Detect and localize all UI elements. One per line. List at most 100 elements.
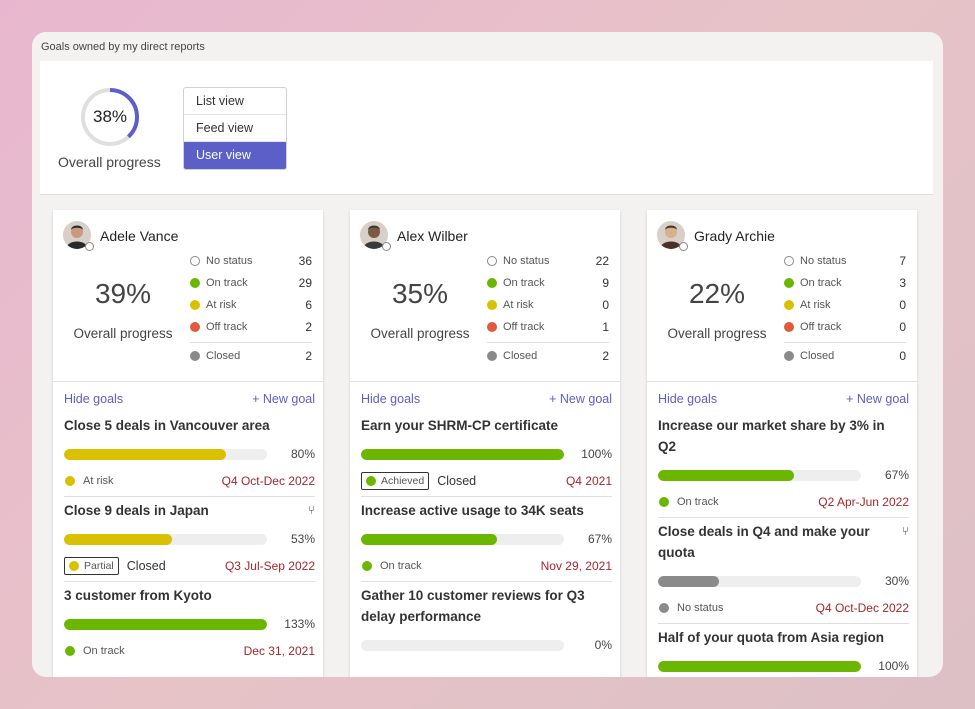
stat-count: 6 <box>305 298 312 312</box>
presence-icon <box>85 242 94 251</box>
on-track-dot-icon <box>487 278 497 288</box>
progress-percent: 100% <box>878 659 909 673</box>
goal-title[interactable]: Close deals in Q4 and make your quota <box>658 524 870 560</box>
person-name[interactable]: Alex Wilber <box>397 228 468 244</box>
stat-label: Closed <box>800 350 835 362</box>
on-track-dot-icon <box>190 278 200 288</box>
goal-title[interactable]: Increase active usage to 34K seats <box>361 503 584 518</box>
status-breakdown: No status 36 On track 29 At risk 6 Off t… <box>190 250 312 367</box>
goal-date: Dec 31, 2021 <box>243 644 315 658</box>
progress-percent: 80% <box>290 447 315 461</box>
goal-title[interactable]: Increase our market share by 3% in Q2 <box>658 418 885 454</box>
goal-list: Increase our market share by 3% in Q2 67… <box>647 412 917 674</box>
goal-item[interactable]: Half of your quota from Asia region 100% <box>658 624 909 674</box>
goal-title[interactable]: Close 9 deals in Japan <box>64 503 209 518</box>
goal-result-badge: Partial <box>64 557 119 575</box>
goal-title[interactable]: Close 5 deals in Vancouver area <box>64 418 270 433</box>
subgoal-icon[interactable]: ⑂ <box>901 524 909 538</box>
stat-label: At risk <box>503 299 534 311</box>
stat-count: 2 <box>305 349 312 363</box>
subgoal-icon[interactable]: ⑂ <box>307 503 315 517</box>
goal-status: On track <box>677 496 719 508</box>
goal-title[interactable]: Half of your quota from Asia region <box>658 630 885 645</box>
person-name[interactable]: Adele Vance <box>100 228 179 244</box>
overall-progress-value: 38% <box>92 107 128 126</box>
badge-label: Partial <box>84 560 114 572</box>
person-progress-value: 39% <box>94 278 152 309</box>
progress-track <box>658 575 861 587</box>
status-dot-icon <box>659 497 669 507</box>
goal-item[interactable]: Gather 10 customer reviews for Q3 delay … <box>361 582 612 653</box>
progress-track <box>64 618 267 630</box>
badge-label: Achieved <box>381 475 425 487</box>
hide-goals-link[interactable]: Hide goals <box>64 392 124 406</box>
progress-track <box>64 533 267 545</box>
new-goal-button[interactable]: + New goal <box>846 392 909 406</box>
stat-no-status: No status 7 <box>784 250 906 272</box>
at-risk-dot-icon <box>784 300 794 310</box>
no-status-dot-icon <box>487 256 497 266</box>
stat-off-track: Off track 0 <box>784 316 906 338</box>
progress-fill <box>64 618 267 630</box>
person-name[interactable]: Grady Archie <box>694 228 775 244</box>
goal-meta: No status Q4 Oct-Dec 2022 <box>658 593 909 623</box>
stat-count: 0 <box>899 298 906 312</box>
user-card: Alex Wilber 35% Overall progress No stat… <box>350 210 620 677</box>
hide-goals-link[interactable]: Hide goals <box>658 392 718 406</box>
stat-on-track: On track 29 <box>190 272 312 294</box>
on-track-dot-icon <box>784 278 794 288</box>
goal-date: Q3 Jul-Sep 2022 <box>224 559 315 573</box>
stat-on-track: On track 9 <box>487 272 609 294</box>
window-title: Goals owned by my direct reports <box>41 41 205 53</box>
stat-count: 2 <box>305 320 312 334</box>
goal-item[interactable]: Close 5 deals in Vancouver area 80% At r… <box>64 412 315 497</box>
progress-track <box>658 660 861 672</box>
goal-item[interactable]: Increase active usage to 34K seats 67% O… <box>361 497 612 582</box>
divider <box>784 342 906 343</box>
goal-title[interactable]: Gather 10 customer reviews for Q3 delay … <box>361 588 585 624</box>
progress-percent: 67% <box>884 468 909 482</box>
goal-item[interactable]: Earn your SHRM-CP certificate 100% Achie… <box>361 412 612 497</box>
goal-date: Q4 2021 <box>565 474 612 488</box>
divider <box>190 342 312 343</box>
stat-count: 0 <box>899 349 906 363</box>
view-switcher: List view Feed view User view <box>183 87 287 170</box>
status-dot-icon <box>366 476 376 486</box>
goal-status: On track <box>380 560 422 572</box>
stat-label: At risk <box>206 299 237 311</box>
progress-track <box>361 639 564 651</box>
hide-goals-link[interactable]: Hide goals <box>361 392 421 406</box>
goal-item[interactable]: Close deals in Q4 and make your quota ⑂ … <box>658 518 909 624</box>
closed-dot-icon <box>190 351 200 361</box>
stat-count: 22 <box>595 254 609 268</box>
goal-progress: 67% <box>658 467 909 483</box>
progress-percent: 67% <box>587 532 612 546</box>
avatar[interactable] <box>63 221 91 249</box>
person-progress-value: 22% <box>688 278 746 309</box>
person-progress-label: Overall progress <box>667 326 767 341</box>
goal-title[interactable]: 3 customer from Kyoto <box>64 588 212 603</box>
stat-count: 2 <box>602 349 609 363</box>
stat-label: On track <box>503 277 545 289</box>
user-card: Grady Archie 22% Overall progress No sta… <box>647 210 917 677</box>
progress-percent: 133% <box>284 617 315 631</box>
presence-icon <box>382 242 391 251</box>
goal-item[interactable]: 3 customer from Kyoto 133% On track Dec … <box>64 582 315 666</box>
summary-panel: 38% Overall progress List view Feed view… <box>40 61 933 195</box>
goal-date: Nov 29, 2021 <box>540 559 612 573</box>
user-view-option[interactable]: User view <box>184 142 286 169</box>
goal-title[interactable]: Earn your SHRM-CP certificate <box>361 418 559 433</box>
list-view-option[interactable]: List view <box>184 88 286 115</box>
goal-item[interactable]: Increase our market share by 3% in Q2 67… <box>658 412 909 518</box>
goal-progress: 0% <box>361 637 612 653</box>
goal-result-badge: Achieved <box>361 472 430 490</box>
feed-view-option[interactable]: Feed view <box>184 115 286 142</box>
closed-dot-icon <box>784 351 794 361</box>
goal-item[interactable]: Close 9 deals in Japan ⑂ 53% Partial Clo… <box>64 497 315 582</box>
presence-icon <box>679 242 688 251</box>
new-goal-button[interactable]: + New goal <box>252 392 315 406</box>
off-track-dot-icon <box>487 322 497 332</box>
at-risk-dot-icon <box>487 300 497 310</box>
new-goal-button[interactable]: + New goal <box>549 392 612 406</box>
progress-percent: 30% <box>884 574 909 588</box>
